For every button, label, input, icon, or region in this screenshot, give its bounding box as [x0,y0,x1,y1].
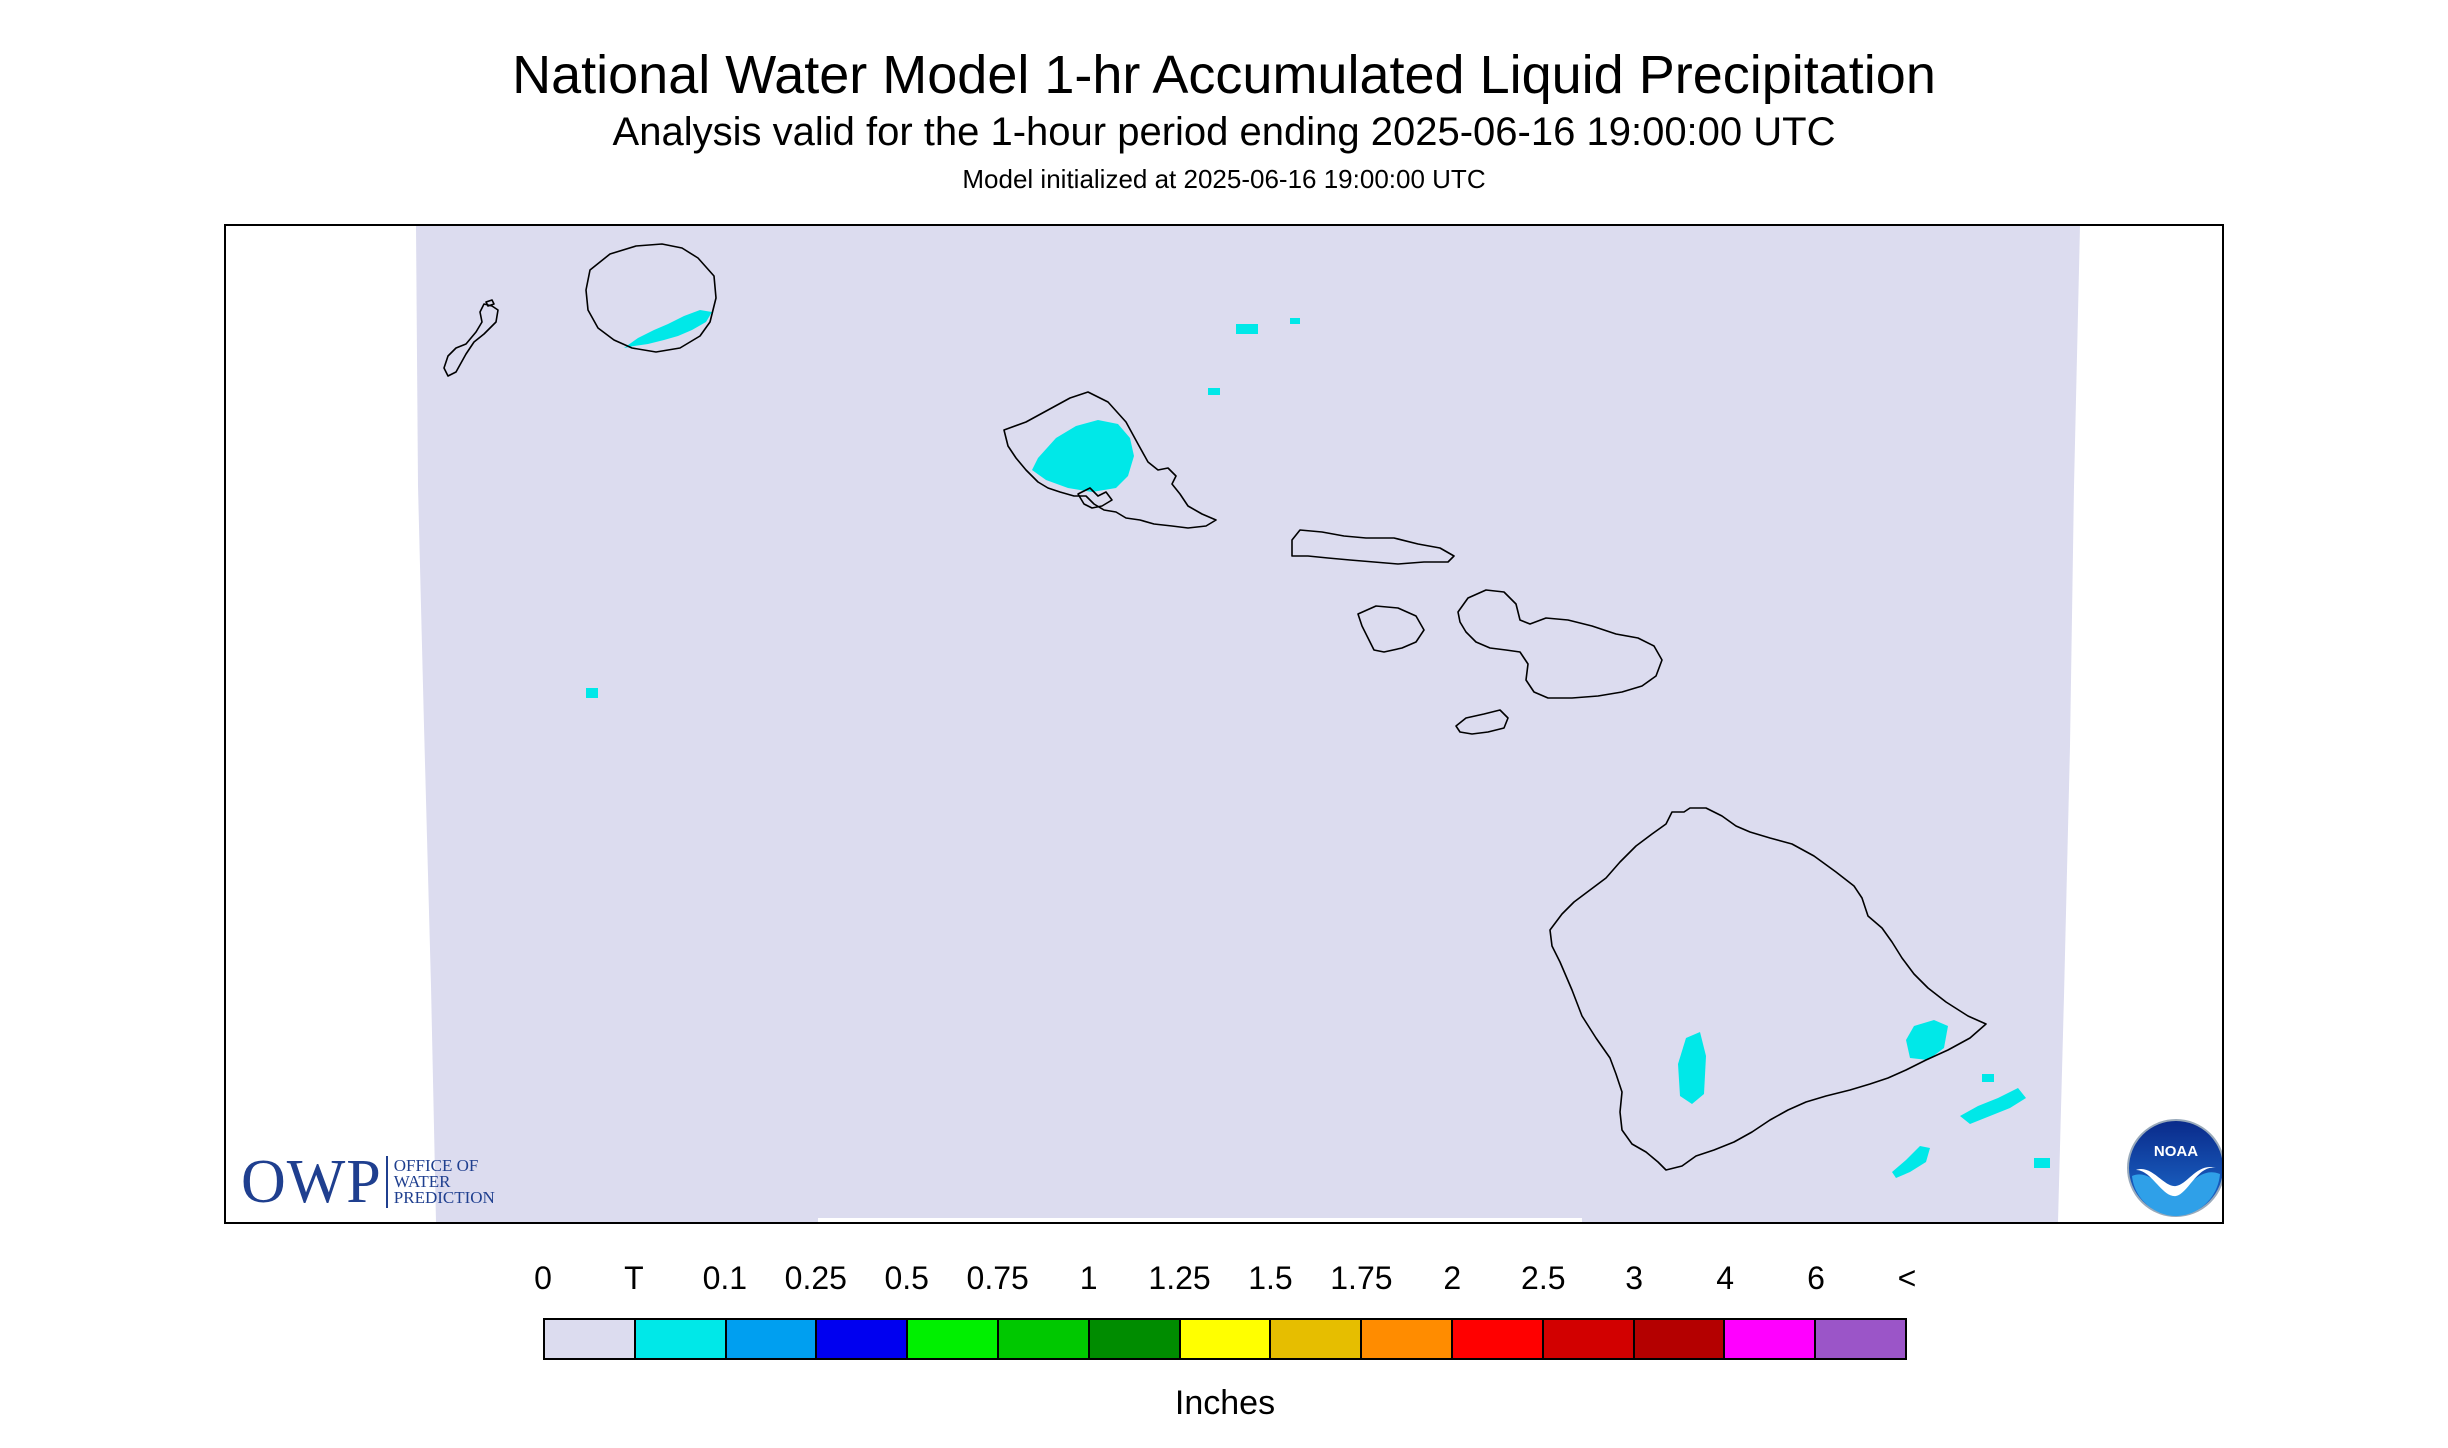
model-domain [416,226,2080,1222]
owp-logo-mark: OWP [241,1148,382,1216]
legend-tick-label: 0.1 [702,1260,748,1296]
map-canvas [416,226,2080,1222]
legend-tick-label: 6 [1807,1260,1825,1296]
legend-tick-label: 0.75 [966,1260,1029,1296]
legend-tick-label: 4 [1716,1260,1735,1296]
owp-logo: OWP OFFICE OF WATER PREDICTION [241,1151,495,1213]
precip-offshore-2 [1892,1146,1930,1178]
coastlines [443,243,1987,1171]
legend-tick-label: 2 [1443,1260,1462,1296]
legend-tick-label: 3 [1625,1260,1644,1296]
noaa-logo-text: NOAA [2154,1143,2198,1160]
owp-logo-separator [385,1156,388,1208]
coast-niihau [443,303,499,377]
precip-hilo [1906,1020,1948,1060]
map-title: National Water Model 1-hr Accumulated Li… [512,45,1936,105]
coast-maui [1457,589,1663,699]
coast-hawaii [1549,807,1987,1171]
owp-logo-line-2: WATER [393,1172,451,1191]
legend-swatch [1362,1320,1453,1358]
noaa-logo: NOAA [2127,1119,2222,1217]
model-init-line: Model initialized at 2025-06-16 19:00:00… [962,164,1486,194]
legend-tick-label: < [1897,1260,1917,1296]
legend-swatch [998,1320,1090,1358]
legend-colorbar [543,1318,1907,1360]
precip-speck-2 [1290,318,1300,324]
owp-logo-line-1: OFFICE OF [393,1156,479,1175]
precip-kauai [624,310,712,348]
legend-swatch [1089,1320,1181,1358]
precip-areas [586,310,2050,1178]
legend-tick-label: 0.5 [884,1260,929,1296]
legend-swatch [1816,1320,1905,1358]
map-subtitle: Analysis valid for the 1-hour period end… [612,110,1836,154]
legend-swatch [1634,1320,1726,1358]
legend-tick-label: 0 [534,1260,552,1296]
legend-tick-label: 0.25 [784,1260,847,1296]
legend-unit-label: Inches [1174,1384,1276,1422]
legend-swatch [1543,1320,1635,1358]
legend-swatch [726,1320,818,1358]
coast-molokai [1291,529,1455,565]
precip-oahu [1032,420,1134,492]
legend-tick-label: 1.75 [1330,1260,1393,1296]
precip-map: OWP OFFICE OF WATER PREDICTION NOAA [224,224,2224,1224]
legend-swatch [817,1320,909,1358]
legend-tick-label: 1.5 [1248,1260,1293,1296]
legend-swatch [1271,1320,1363,1358]
legend-tick-label: 1 [1079,1260,1098,1296]
precip-kona [1678,1032,1706,1104]
precip-speck-3 [1208,388,1220,395]
legend-swatch [1725,1320,1817,1358]
legend-labels: 0 T 0.1 0.25 0.5 0.75 1 1.25 1.5 1.75 2 2.5 3 4 6 < [534,1260,1916,1300]
coast-pearl-harbor [1077,487,1113,509]
owp-logo-line-3: PREDICTION [393,1188,495,1207]
legend-swatch [1180,1320,1272,1358]
legend-swatch [635,1320,727,1358]
precip-speck-4 [586,688,598,698]
owp-logo-wordmark: OFFICE OF WATER PREDICTION [393,1156,495,1207]
legend-tick-label: 2.5 [1521,1260,1566,1296]
coast-lanai [1357,605,1425,653]
precip-speck-1 [1236,324,1258,334]
legend-tick-label: 1.25 [1148,1260,1211,1296]
precip-speck-5 [1982,1074,1994,1082]
legend-swatch [1452,1320,1544,1358]
precip-offshore-1 [1960,1088,2026,1124]
coast-kauai [585,243,717,353]
legend-swatch [545,1320,636,1358]
coast-oahu [1003,391,1217,529]
coast-kahoolawe [1455,709,1509,735]
coast-lehua [485,299,495,307]
precip-speck-6 [2034,1158,2050,1168]
legend-swatch [908,1320,999,1358]
legend-tick-label: T [624,1260,644,1296]
